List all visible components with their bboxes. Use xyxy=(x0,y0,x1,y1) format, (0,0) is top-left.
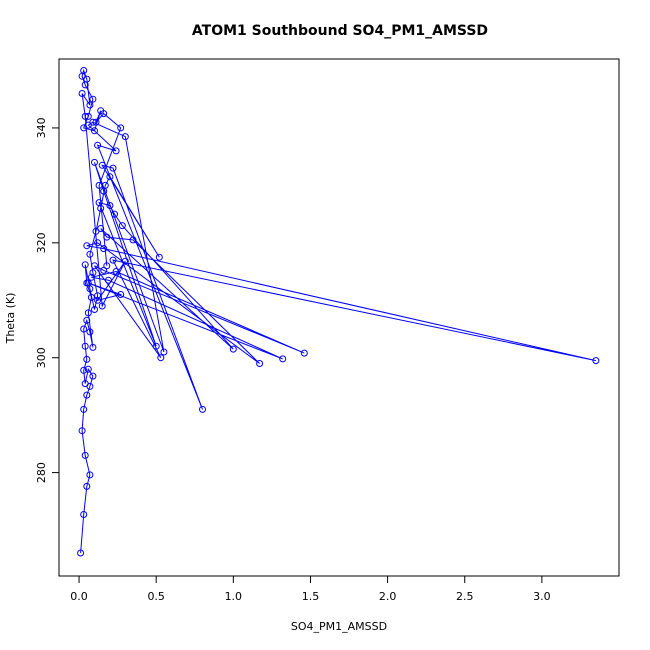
x-axis-label: SO4_PM1_AMSSD xyxy=(291,620,387,633)
data-point xyxy=(100,187,108,195)
data-point xyxy=(84,365,92,373)
data-point xyxy=(80,511,88,518)
data-point xyxy=(98,161,106,169)
data-point xyxy=(94,239,102,247)
chart-title: ATOM1 Southbound SO4_PM1_AMSSD xyxy=(192,23,488,39)
data-point xyxy=(97,225,105,232)
data-point xyxy=(86,250,94,258)
data-point xyxy=(89,118,97,126)
data-point xyxy=(106,202,114,209)
series-line xyxy=(80,68,597,554)
data-point xyxy=(118,222,126,230)
data-point xyxy=(100,245,108,253)
y-axis: 280 300 320 340 xyxy=(35,117,59,483)
data-point xyxy=(89,343,97,351)
data-point xyxy=(92,118,100,126)
data-point xyxy=(81,81,89,89)
data-point xyxy=(81,380,89,388)
data-point xyxy=(103,233,111,241)
data-point xyxy=(94,292,102,300)
data-point xyxy=(80,124,88,132)
y-tick-label: 300 xyxy=(35,347,48,368)
data-point xyxy=(84,112,92,120)
data-point xyxy=(94,296,102,304)
data-point xyxy=(83,316,91,324)
data-point xyxy=(87,293,95,301)
x-tick-label: 2.0 xyxy=(379,590,397,603)
data-point xyxy=(81,451,89,459)
data-point xyxy=(111,210,118,218)
data-point xyxy=(83,482,91,490)
data-point xyxy=(103,262,111,270)
y-axis-label: Theta (K) xyxy=(4,293,17,345)
data-point xyxy=(300,349,308,357)
data-point xyxy=(109,256,117,264)
x-tick-label: 1.0 xyxy=(225,590,243,603)
data-point xyxy=(98,302,106,310)
plot-area xyxy=(77,67,600,557)
data-point xyxy=(129,236,137,244)
x-tick-label: 1.5 xyxy=(302,590,320,603)
data-point xyxy=(109,164,117,172)
data-point xyxy=(94,141,102,149)
x-tick-label: 0.0 xyxy=(70,590,88,603)
data-point xyxy=(592,357,600,365)
data-point xyxy=(157,354,165,362)
data-point xyxy=(84,279,92,287)
data-point xyxy=(86,471,94,479)
data-point xyxy=(229,345,237,353)
data-point xyxy=(87,273,95,281)
data-point xyxy=(95,181,103,189)
data-point xyxy=(89,372,97,380)
data-point xyxy=(89,95,97,103)
data-point xyxy=(81,342,89,350)
y-tick-label: 340 xyxy=(35,117,48,138)
x-tick-label: 2.5 xyxy=(456,590,474,603)
data-point xyxy=(86,328,94,336)
data-point xyxy=(84,309,92,317)
data-point xyxy=(106,173,114,181)
data-point xyxy=(80,325,88,333)
data-point xyxy=(160,348,168,356)
data-point xyxy=(83,242,91,250)
data-point xyxy=(78,90,86,97)
data-point xyxy=(100,110,108,118)
data-point xyxy=(121,257,129,265)
plot-frame xyxy=(58,58,620,577)
data-point xyxy=(117,124,125,132)
data-point xyxy=(78,427,86,435)
data-point xyxy=(256,360,264,367)
data-point xyxy=(91,262,98,270)
x-tick-label: 0.5 xyxy=(147,590,165,603)
data-point xyxy=(81,261,89,269)
data-point xyxy=(121,133,129,141)
data-point xyxy=(81,112,89,120)
data-point xyxy=(91,158,98,166)
y-tick-label: 320 xyxy=(35,232,48,253)
data-point xyxy=(83,391,91,399)
y-tick-label: 280 xyxy=(35,462,48,483)
data-point xyxy=(91,127,98,135)
data-point xyxy=(152,342,160,350)
data-point xyxy=(77,549,85,557)
data-point xyxy=(89,269,97,277)
data-point xyxy=(112,268,120,275)
x-axis: 0.0 0.5 1.0 1.5 2.0 2.5 3.0 xyxy=(70,576,551,603)
data-point xyxy=(95,199,103,207)
data-point xyxy=(91,306,98,313)
data-point xyxy=(104,276,112,284)
data-point xyxy=(155,253,163,261)
data-point xyxy=(86,101,94,109)
data-point xyxy=(80,405,88,413)
data-point xyxy=(78,72,86,80)
data-point xyxy=(112,147,120,155)
x-tick-label: 3.0 xyxy=(533,590,551,603)
data-point xyxy=(83,355,91,363)
data-point xyxy=(80,366,88,374)
data-point xyxy=(117,291,125,298)
data-point xyxy=(199,405,206,413)
data-point xyxy=(279,355,287,363)
